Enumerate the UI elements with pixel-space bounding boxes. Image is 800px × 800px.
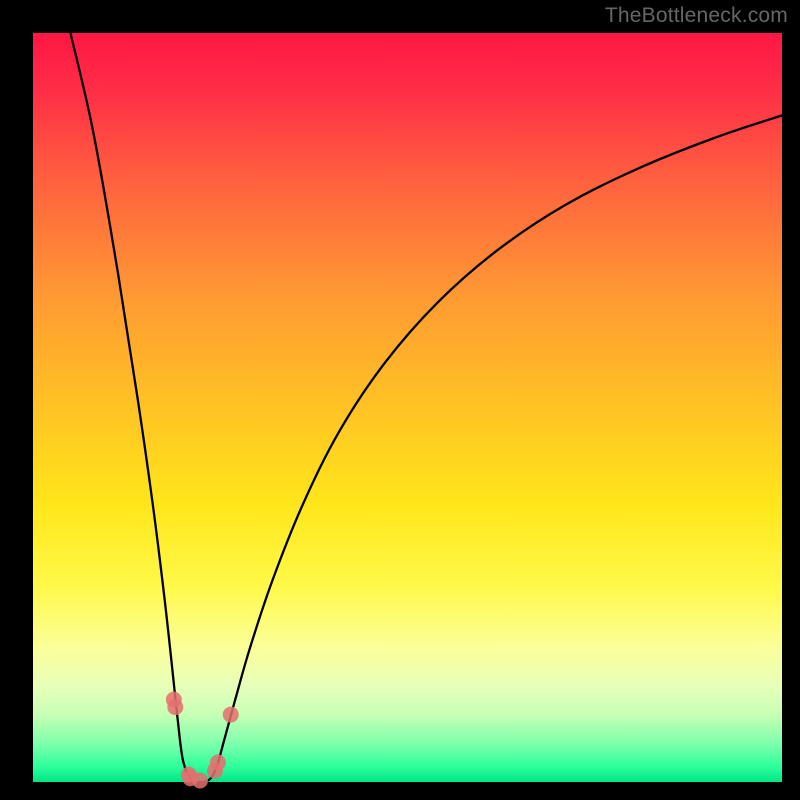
marker-point [223, 707, 239, 723]
watermark-text: TheBottleneck.com [605, 4, 788, 28]
plot-background [33, 33, 782, 782]
marker-point [167, 699, 183, 715]
marker-point [192, 773, 208, 789]
marker-point [210, 755, 226, 771]
bottleneck-chart [0, 0, 800, 800]
chart-container: TheBottleneck.com [0, 0, 800, 800]
